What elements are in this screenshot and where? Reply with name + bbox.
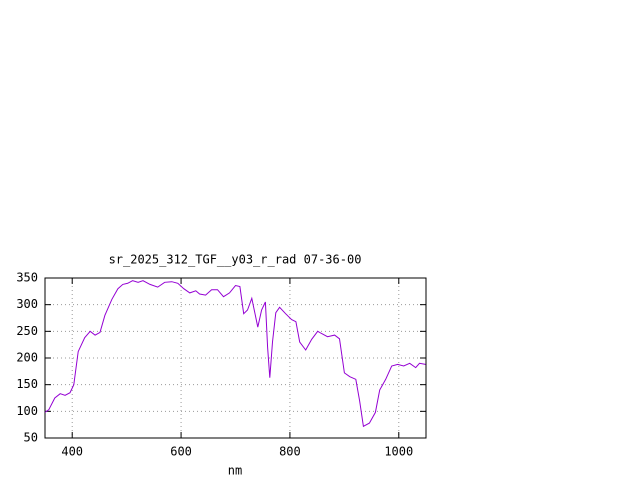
x-tick-label: 400 bbox=[61, 445, 83, 459]
y-tick-label: 100 bbox=[16, 404, 38, 418]
chart-title: sr_2025_312_TGF__y03_r_rad 07-36-00 bbox=[109, 253, 362, 267]
x-tick-label: 1000 bbox=[384, 445, 413, 459]
x-tick-label: 800 bbox=[279, 445, 301, 459]
data-line bbox=[44, 280, 426, 428]
y-tick-label: 50 bbox=[24, 431, 38, 445]
x-tick-label: 600 bbox=[170, 445, 192, 459]
y-tick-label: 250 bbox=[16, 324, 38, 338]
y-tick-label: 200 bbox=[16, 351, 38, 365]
y-tick-label: 150 bbox=[16, 377, 38, 391]
plot-frame bbox=[44, 277, 427, 439]
y-tick-label: 300 bbox=[16, 297, 38, 311]
x-axis-label: nm bbox=[228, 464, 242, 478]
y-tick-label: 350 bbox=[16, 271, 38, 285]
